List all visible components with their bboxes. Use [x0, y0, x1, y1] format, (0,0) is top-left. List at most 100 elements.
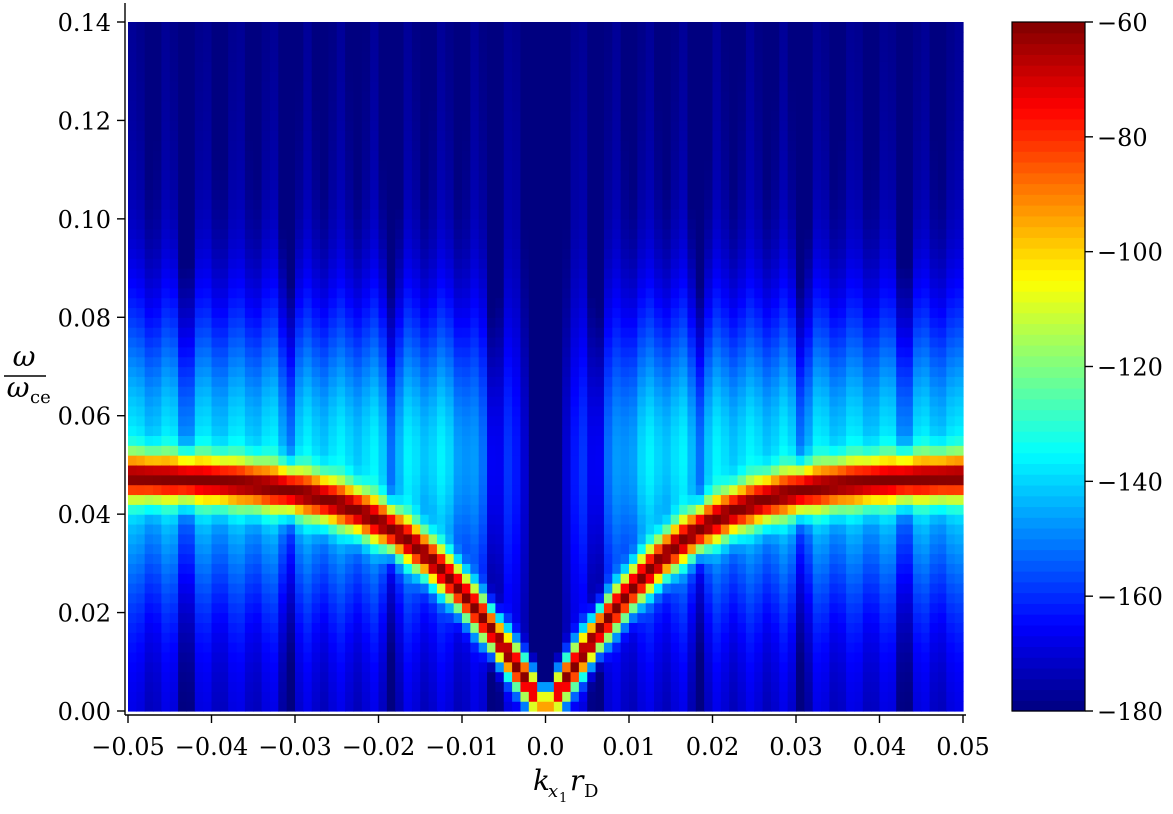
- heatmap-cell: [236, 51, 246, 62]
- heatmap-cell: [612, 287, 622, 299]
- heatmap-cell: [395, 583, 405, 594]
- heatmap-cell: [295, 396, 304, 407]
- heatmap-cell: [353, 317, 363, 328]
- heatmap-cell: [144, 415, 154, 427]
- heatmap-cell: [478, 445, 488, 456]
- heatmap-cell: [378, 317, 388, 328]
- heatmap-cell: [470, 366, 480, 377]
- heatmap-cell: [303, 120, 313, 131]
- heatmap-cell: [562, 543, 572, 555]
- heatmap-cell: [411, 169, 421, 181]
- heatmap-cell: [695, 366, 705, 377]
- heatmap-cell: [161, 455, 171, 466]
- heatmap-cell: [178, 612, 188, 624]
- heatmap-cell: [395, 149, 405, 161]
- heatmap-cell: [528, 228, 538, 240]
- heatmap-cell: [662, 651, 672, 663]
- heatmap-cell: [244, 681, 254, 692]
- heatmap-cell: [286, 445, 296, 456]
- heatmap-cell: [353, 140, 363, 151]
- heatmap-cell: [720, 464, 730, 476]
- heatmap-cell: [720, 592, 730, 604]
- heatmap-cell: [687, 90, 697, 102]
- heatmap-cell: [244, 71, 254, 82]
- heatmap-cell: [462, 573, 471, 584]
- heatmap-cell: [286, 189, 296, 200]
- heatmap-cell: [153, 356, 162, 368]
- heatmap-cell: [470, 474, 480, 486]
- heatmap-cell: [445, 504, 455, 515]
- heatmap-cell: [336, 120, 346, 131]
- heatmap-cell: [679, 396, 689, 407]
- heatmap-cell: [570, 583, 580, 594]
- heatmap-cell: [219, 415, 229, 427]
- heatmap-cell: [228, 100, 238, 112]
- heatmap-cell: [378, 307, 388, 318]
- heatmap-cell: [336, 504, 346, 515]
- heatmap-cell: [487, 277, 496, 289]
- heatmap-cell: [228, 268, 238, 279]
- heatmap-cell: [487, 533, 496, 545]
- heatmap-cell: [704, 140, 714, 151]
- heatmap-cell: [528, 218, 538, 230]
- heatmap-cell: [328, 61, 338, 72]
- heatmap-cell: [420, 317, 430, 328]
- heatmap-cell: [295, 701, 304, 712]
- heatmap-cell: [336, 553, 346, 564]
- heatmap-cell: [495, 287, 505, 299]
- heatmap-cell: [587, 681, 597, 692]
- heatmap-cell: [169, 327, 179, 338]
- heatmap-cell: [286, 642, 296, 653]
- heatmap-cell: [612, 81, 622, 92]
- heatmap-cell: [679, 592, 689, 604]
- heatmap-cell: [687, 701, 697, 712]
- heatmap-cell: [211, 671, 221, 683]
- heatmap-cell: [670, 130, 680, 141]
- heatmap-cell: [178, 366, 188, 377]
- heatmap-cell: [253, 474, 263, 486]
- heatmap-cell: [278, 81, 288, 92]
- heatmap-cell: [587, 376, 597, 387]
- heatmap-cell: [386, 327, 396, 338]
- heatmap-cell: [695, 583, 705, 594]
- heatmap-cell: [278, 140, 288, 151]
- heatmap-cell: [278, 287, 288, 299]
- heatmap-cell: [219, 612, 229, 624]
- heatmap-cell: [612, 366, 622, 377]
- heatmap-cell: [654, 661, 663, 673]
- heatmap-cell: [128, 691, 137, 702]
- heatmap-cell: [320, 514, 329, 525]
- heatmap-cell: [253, 632, 263, 643]
- heatmap-cell: [253, 405, 263, 417]
- heatmap-cell: [612, 583, 622, 594]
- heatmap-cell: [528, 484, 538, 496]
- heatmap-cell: [637, 336, 647, 348]
- heatmap-cell: [462, 218, 471, 230]
- heatmap-cell: [411, 71, 421, 82]
- heatmap-cell: [495, 356, 505, 368]
- heatmap-cell: [236, 455, 246, 466]
- heatmap-cell: [512, 484, 522, 496]
- heatmap-cell: [512, 583, 522, 594]
- heatmap-cell: [545, 445, 555, 456]
- heatmap-cell: [662, 179, 672, 190]
- heatmap-cell: [353, 464, 363, 476]
- heatmap-cell: [320, 632, 329, 643]
- heatmap-cell: [712, 592, 722, 604]
- heatmap-cell: [211, 268, 221, 279]
- heatmap-cell: [128, 61, 137, 72]
- heatmap-cell: [687, 277, 697, 289]
- heatmap-cell: [679, 455, 689, 466]
- heatmap-cell: [353, 484, 363, 496]
- heatmap-cell: [562, 691, 572, 702]
- heatmap-cell: [612, 523, 622, 535]
- heatmap-cell: [545, 130, 555, 141]
- heatmap-cell: [654, 445, 663, 456]
- heatmap-cell: [144, 61, 154, 72]
- heatmap-cell: [244, 583, 254, 594]
- heatmap-cell: [395, 504, 405, 515]
- heatmap-cell: [311, 543, 321, 555]
- heatmap-cell: [361, 543, 371, 555]
- heatmap-cell: [478, 366, 488, 377]
- heatmap-cell: [345, 218, 355, 230]
